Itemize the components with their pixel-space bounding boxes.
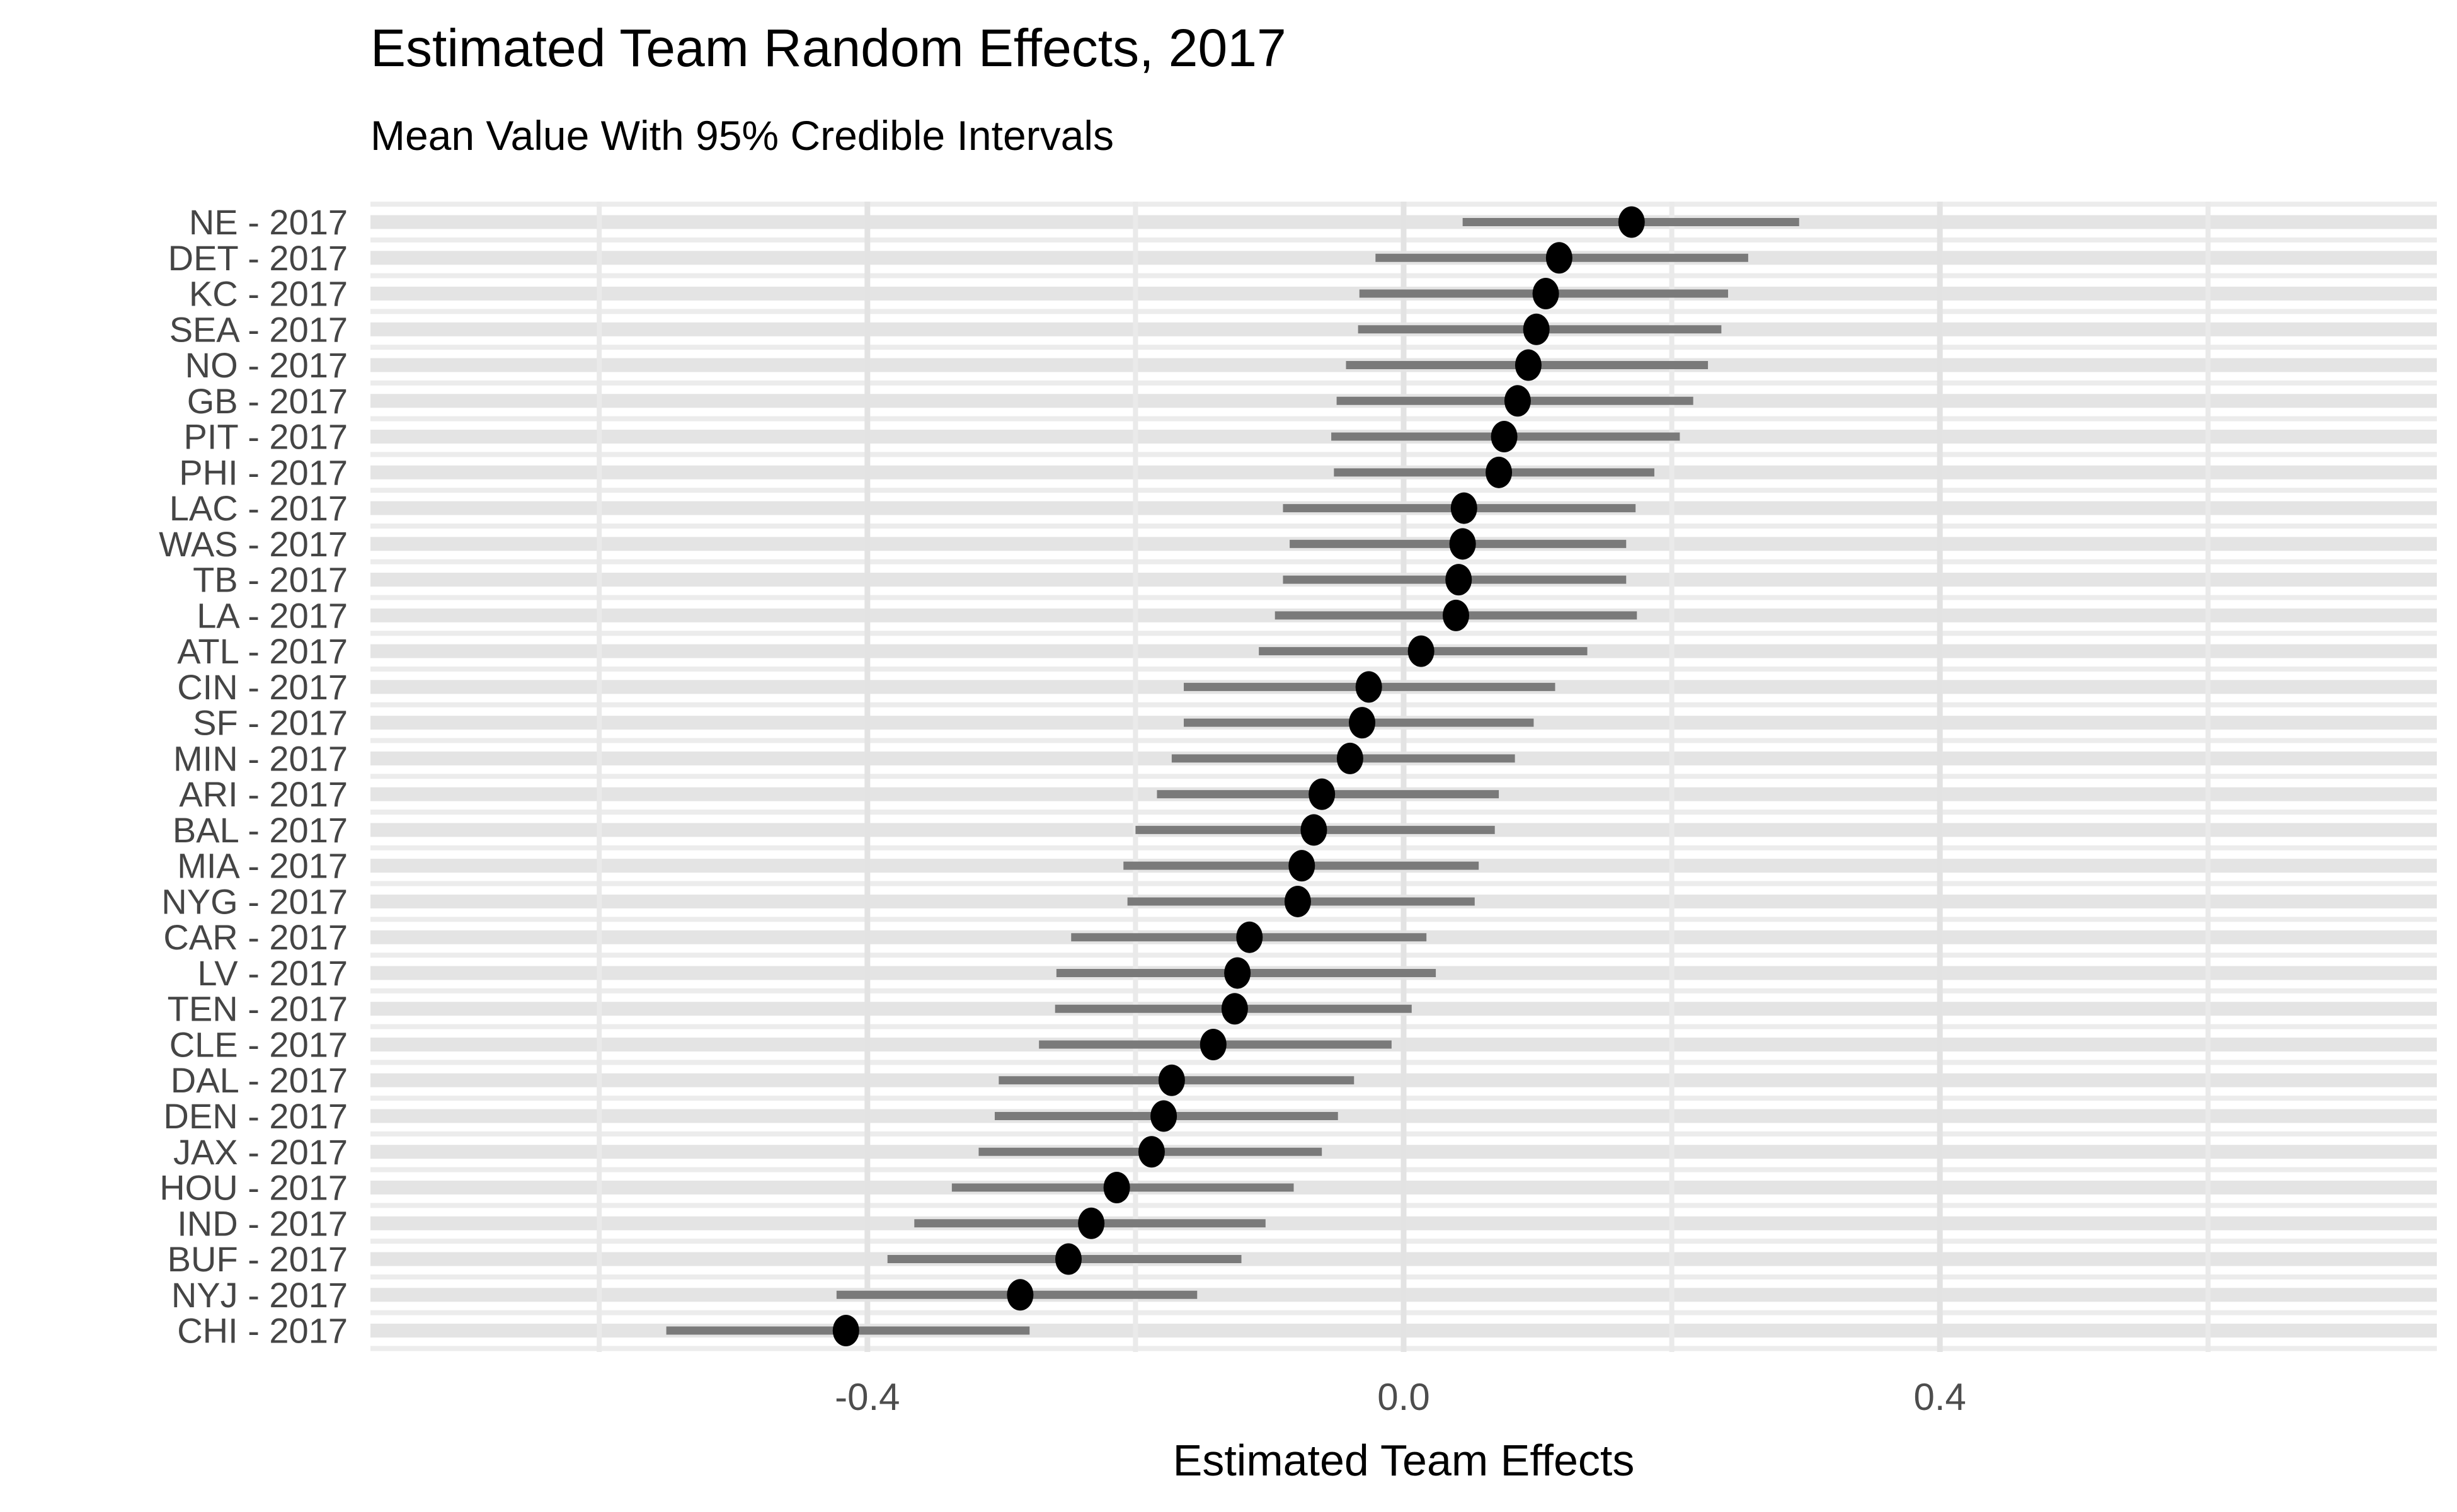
point-estimate (1150, 1100, 1177, 1132)
y-axis-label: LAC - 2017 (169, 488, 348, 528)
point-estimate (1532, 278, 1559, 310)
major-v-gridline (1937, 202, 1943, 1352)
point-estimate (1523, 313, 1550, 345)
point-estimate (1349, 707, 1376, 739)
point-estimate (1284, 885, 1311, 917)
point-estimate (1158, 1064, 1185, 1096)
y-axis-label: HOU - 2017 (159, 1168, 348, 1208)
major-v-gridline (1400, 202, 1407, 1352)
point-estimate (1221, 993, 1248, 1025)
chart-subtitle: Mean Value With 95% Credible Intervals (370, 112, 1114, 159)
point-estimate (1078, 1207, 1105, 1239)
x-tick-label: -0.4 (835, 1376, 900, 1418)
y-axis-label: NYG - 2017 (161, 881, 348, 921)
major-v-gridline (864, 202, 871, 1352)
point-estimate (1224, 957, 1251, 989)
point-estimate (1450, 492, 1477, 524)
point-estimate (1504, 385, 1531, 417)
y-axis-label: PIT - 2017 (184, 417, 348, 457)
point-estimate (1055, 1243, 1082, 1275)
y-axis-label: SEA - 2017 (169, 309, 348, 349)
point-estimate (1355, 671, 1382, 703)
y-axis-label: CAR - 2017 (163, 917, 348, 957)
y-axis-label: SF - 2017 (193, 703, 348, 743)
point-estimate (1300, 814, 1327, 846)
y-axis-label: NO - 2017 (185, 345, 348, 385)
point-estimate (1200, 1028, 1227, 1060)
point-estimate (1545, 242, 1572, 274)
point-estimate (1407, 635, 1435, 667)
point-estimate (1138, 1136, 1165, 1168)
y-axis-label: GB - 2017 (187, 381, 348, 421)
point-estimate (1486, 456, 1513, 488)
point-estimate (1491, 421, 1518, 453)
chart-title: Estimated Team Random Effects, 2017 (370, 18, 1286, 77)
y-axis-label: IND - 2017 (177, 1203, 348, 1243)
y-axis-label: CLE - 2017 (169, 1024, 348, 1064)
y-axis-label: TB - 2017 (193, 560, 348, 600)
y-axis-label: TEN - 2017 (168, 989, 348, 1029)
y-axis-label: NYJ - 2017 (171, 1275, 348, 1315)
y-axis-label: WAS - 2017 (159, 524, 348, 564)
y-axis-label: ARI - 2017 (179, 774, 348, 814)
y-axis-label: PHI - 2017 (179, 452, 348, 492)
y-axis-label: KC - 2017 (189, 274, 348, 314)
x-axis-title: Estimated Team Effects (1172, 1436, 1635, 1485)
minor-v-gridline (1669, 202, 1675, 1352)
minor-v-gridline (2205, 202, 2211, 1352)
point-estimate (1236, 921, 1263, 953)
y-axis-label: NE - 2017 (189, 202, 348, 242)
y-axis-label: MIN - 2017 (173, 738, 348, 778)
y-axis-label: LV - 2017 (197, 953, 348, 993)
point-estimate (1309, 778, 1336, 810)
point-estimate (1336, 742, 1363, 774)
minor-v-gridline (597, 202, 602, 1352)
point-estimate (1449, 528, 1476, 560)
point-estimate (1288, 850, 1315, 882)
point-estimate (1445, 564, 1472, 596)
y-axis-label: MIA - 2017 (177, 846, 348, 886)
y-axis-label: BAL - 2017 (173, 810, 348, 850)
point-estimate (832, 1315, 859, 1347)
point-estimate (1618, 206, 1645, 238)
y-axis-label: DAL - 2017 (171, 1060, 348, 1100)
y-axis-label: CHI - 2017 (177, 1311, 348, 1351)
y-axis-label: ATL - 2017 (177, 631, 348, 671)
point-estimate (1515, 349, 1542, 381)
x-tick-label: 0.4 (1913, 1376, 1966, 1418)
y-axis-label: BUF - 2017 (168, 1239, 348, 1279)
point-estimate (1103, 1172, 1130, 1204)
point-estimate (1442, 599, 1469, 631)
x-tick-label: 0.0 (1377, 1376, 1429, 1418)
minor-v-gridline (1133, 202, 1138, 1352)
y-axis-label: CIN - 2017 (177, 667, 348, 707)
y-axis-label: JAX - 2017 (173, 1132, 348, 1172)
y-axis-label: LA - 2017 (197, 595, 348, 635)
point-estimate (1007, 1279, 1034, 1311)
y-axis-label: DEN - 2017 (163, 1096, 348, 1136)
y-axis-label: DET - 2017 (168, 238, 348, 278)
